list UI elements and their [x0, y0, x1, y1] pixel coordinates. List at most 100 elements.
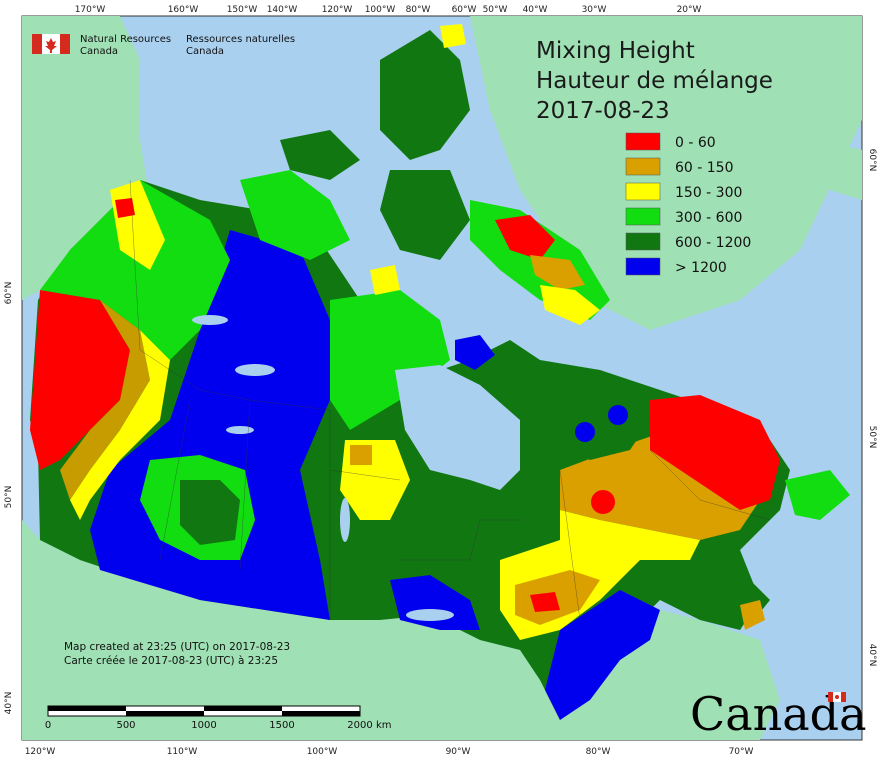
canada-wordmark: Canada: [690, 687, 867, 741]
legend-swatch: [625, 232, 661, 251]
scale-label: 500: [116, 720, 135, 731]
note-fr: Carte créée le 2017-08-23 (UTC) à 23:25: [64, 655, 278, 667]
iceland-land: [820, 140, 862, 200]
top-tick: 160°W: [168, 5, 199, 15]
zone-0-60-westcoast: [30, 290, 130, 470]
agency-name-fr-line2: Canada: [186, 46, 224, 57]
arctic-islands-1: [380, 30, 470, 160]
zone-150-300-quebec: [560, 510, 700, 560]
legend-swatch: [625, 207, 661, 226]
newfoundland: [785, 470, 850, 520]
lake-winnipeg: [340, 498, 350, 542]
top-tick: 120°W: [322, 5, 353, 15]
legend-label: 150 - 300: [675, 185, 742, 201]
wordmark-flag-icon: [828, 692, 846, 702]
top-tick: 150°W: [227, 5, 258, 15]
bottom-ticks: 120°W 110°W 100°W 90°W 80°W 70°W: [25, 747, 754, 757]
lake-superior: [406, 609, 454, 621]
zone-over1200-arctic: [455, 335, 495, 370]
legend-label: 300 - 600: [675, 210, 742, 226]
zone-150-300-arctic: [370, 265, 400, 295]
map-title: Mixing Height Hauteur de mélange 2017-08…: [536, 38, 773, 124]
title-line1: Mixing Height: [536, 38, 695, 64]
province-boundaries: [129, 179, 771, 621]
legend-label: 60 - 150: [675, 160, 734, 176]
note-en: Map created at 23:25 (UTC) on 2017-08-23: [64, 641, 290, 653]
zone-60-150-maritimes: [740, 600, 765, 630]
zone-0-60-baffin: [495, 215, 555, 260]
left-tick: 40°N: [4, 692, 14, 715]
scale-label: 2000: [347, 720, 372, 731]
zone-60-150-westcoast: [60, 300, 150, 500]
zone-300-600-west: [40, 180, 230, 360]
bottom-tick: 110°W: [167, 747, 198, 757]
top-tick: 30°W: [582, 5, 607, 15]
top-tick: 140°W: [267, 5, 298, 15]
zone-over1200-ungava-spot-2: [608, 405, 628, 425]
legend-swatch: [625, 257, 661, 276]
right-tick: 60°N: [867, 149, 877, 172]
top-tick: 40°W: [523, 5, 548, 15]
zone-0-60-yukon: [115, 198, 135, 218]
zone-0-60-quebec: [650, 395, 780, 510]
bottom-tick: 90°W: [446, 747, 471, 757]
right-ticks: 60°N 50°N 40°N: [867, 149, 877, 667]
zone-150-300-baffin: [540, 285, 600, 325]
arctic-islands-3: [240, 170, 350, 260]
zone-600-1200-prairie: [180, 480, 240, 545]
agency-name-en-line1: Natural Resources: [80, 34, 171, 45]
bottom-tick: 80°W: [586, 747, 611, 757]
legend-label: 0 - 60: [675, 135, 716, 151]
agency-header: Natural Resources Canada Ressources natu…: [32, 34, 295, 57]
left-tick: 60°N: [4, 282, 14, 305]
arctic-islands-4: [380, 170, 470, 260]
legend-swatch: [625, 157, 661, 176]
arctic-islands-2: [280, 130, 360, 180]
top-tick: 170°W: [75, 5, 106, 15]
bottom-tick: 100°W: [307, 747, 338, 757]
legend: 0 - 60 60 - 150 150 - 300 300 - 600 600 - 12…: [625, 132, 751, 276]
zone-over1200-southern-ontario: [545, 590, 660, 720]
zone-300-600-central: [330, 290, 450, 430]
zone-over1200-west: [90, 230, 330, 620]
right-tick: 40°N: [867, 644, 877, 667]
scale-bar: 0 500 1000 1500 2000 km: [45, 705, 392, 731]
canada-flag-icon: [32, 34, 70, 54]
title-line2: Hauteur de mélange: [536, 68, 773, 94]
top-tick: 80°W: [406, 5, 431, 15]
zone-600-1200-ungava: [530, 370, 650, 460]
zone-150-300-arctic-top: [440, 24, 466, 48]
legend-label: 600 - 1200: [675, 235, 751, 251]
lake-athabasca: [226, 426, 254, 434]
top-tick: 100°W: [365, 5, 396, 15]
agency-name-en-line2: Canada: [80, 46, 118, 57]
zone-0-60-quebec-spot: [591, 490, 615, 514]
legend-swatch: [625, 182, 661, 201]
zone-60-150-manitoba: [350, 445, 372, 465]
scale-label: 1500: [269, 720, 294, 731]
scale-unit: km: [376, 720, 392, 731]
top-tick: 50°W: [483, 5, 508, 15]
left-ticks: 60°N 50°N 40°N: [4, 282, 14, 715]
agency-name-fr-line1: Ressources naturelles: [186, 34, 295, 45]
zone-60-150-baffin: [530, 255, 585, 290]
scale-label: 0: [45, 720, 51, 731]
legend-label: > 1200: [675, 260, 727, 276]
top-tick: 60°W: [452, 5, 477, 15]
alaska-land: [22, 16, 150, 300]
scale-label: 1000: [191, 720, 216, 731]
left-tick: 50°N: [4, 486, 14, 509]
bottom-tick: 120°W: [25, 747, 56, 757]
title-date: 2017-08-23: [536, 98, 670, 124]
hudson-bay: [395, 365, 520, 490]
legend-swatch: [625, 132, 661, 151]
great-bear-lake: [235, 364, 275, 376]
zone-over1200-ungava-spot: [575, 422, 595, 442]
bottom-tick: 70°W: [729, 747, 754, 757]
zone-150-300-westcoast: [70, 330, 170, 520]
right-tick: 50°N: [867, 426, 877, 449]
top-ticks: 170°W 160°W 150°W 140°W 120°W 100°W 80°W…: [75, 5, 702, 15]
great-slave-lake: [192, 315, 228, 325]
